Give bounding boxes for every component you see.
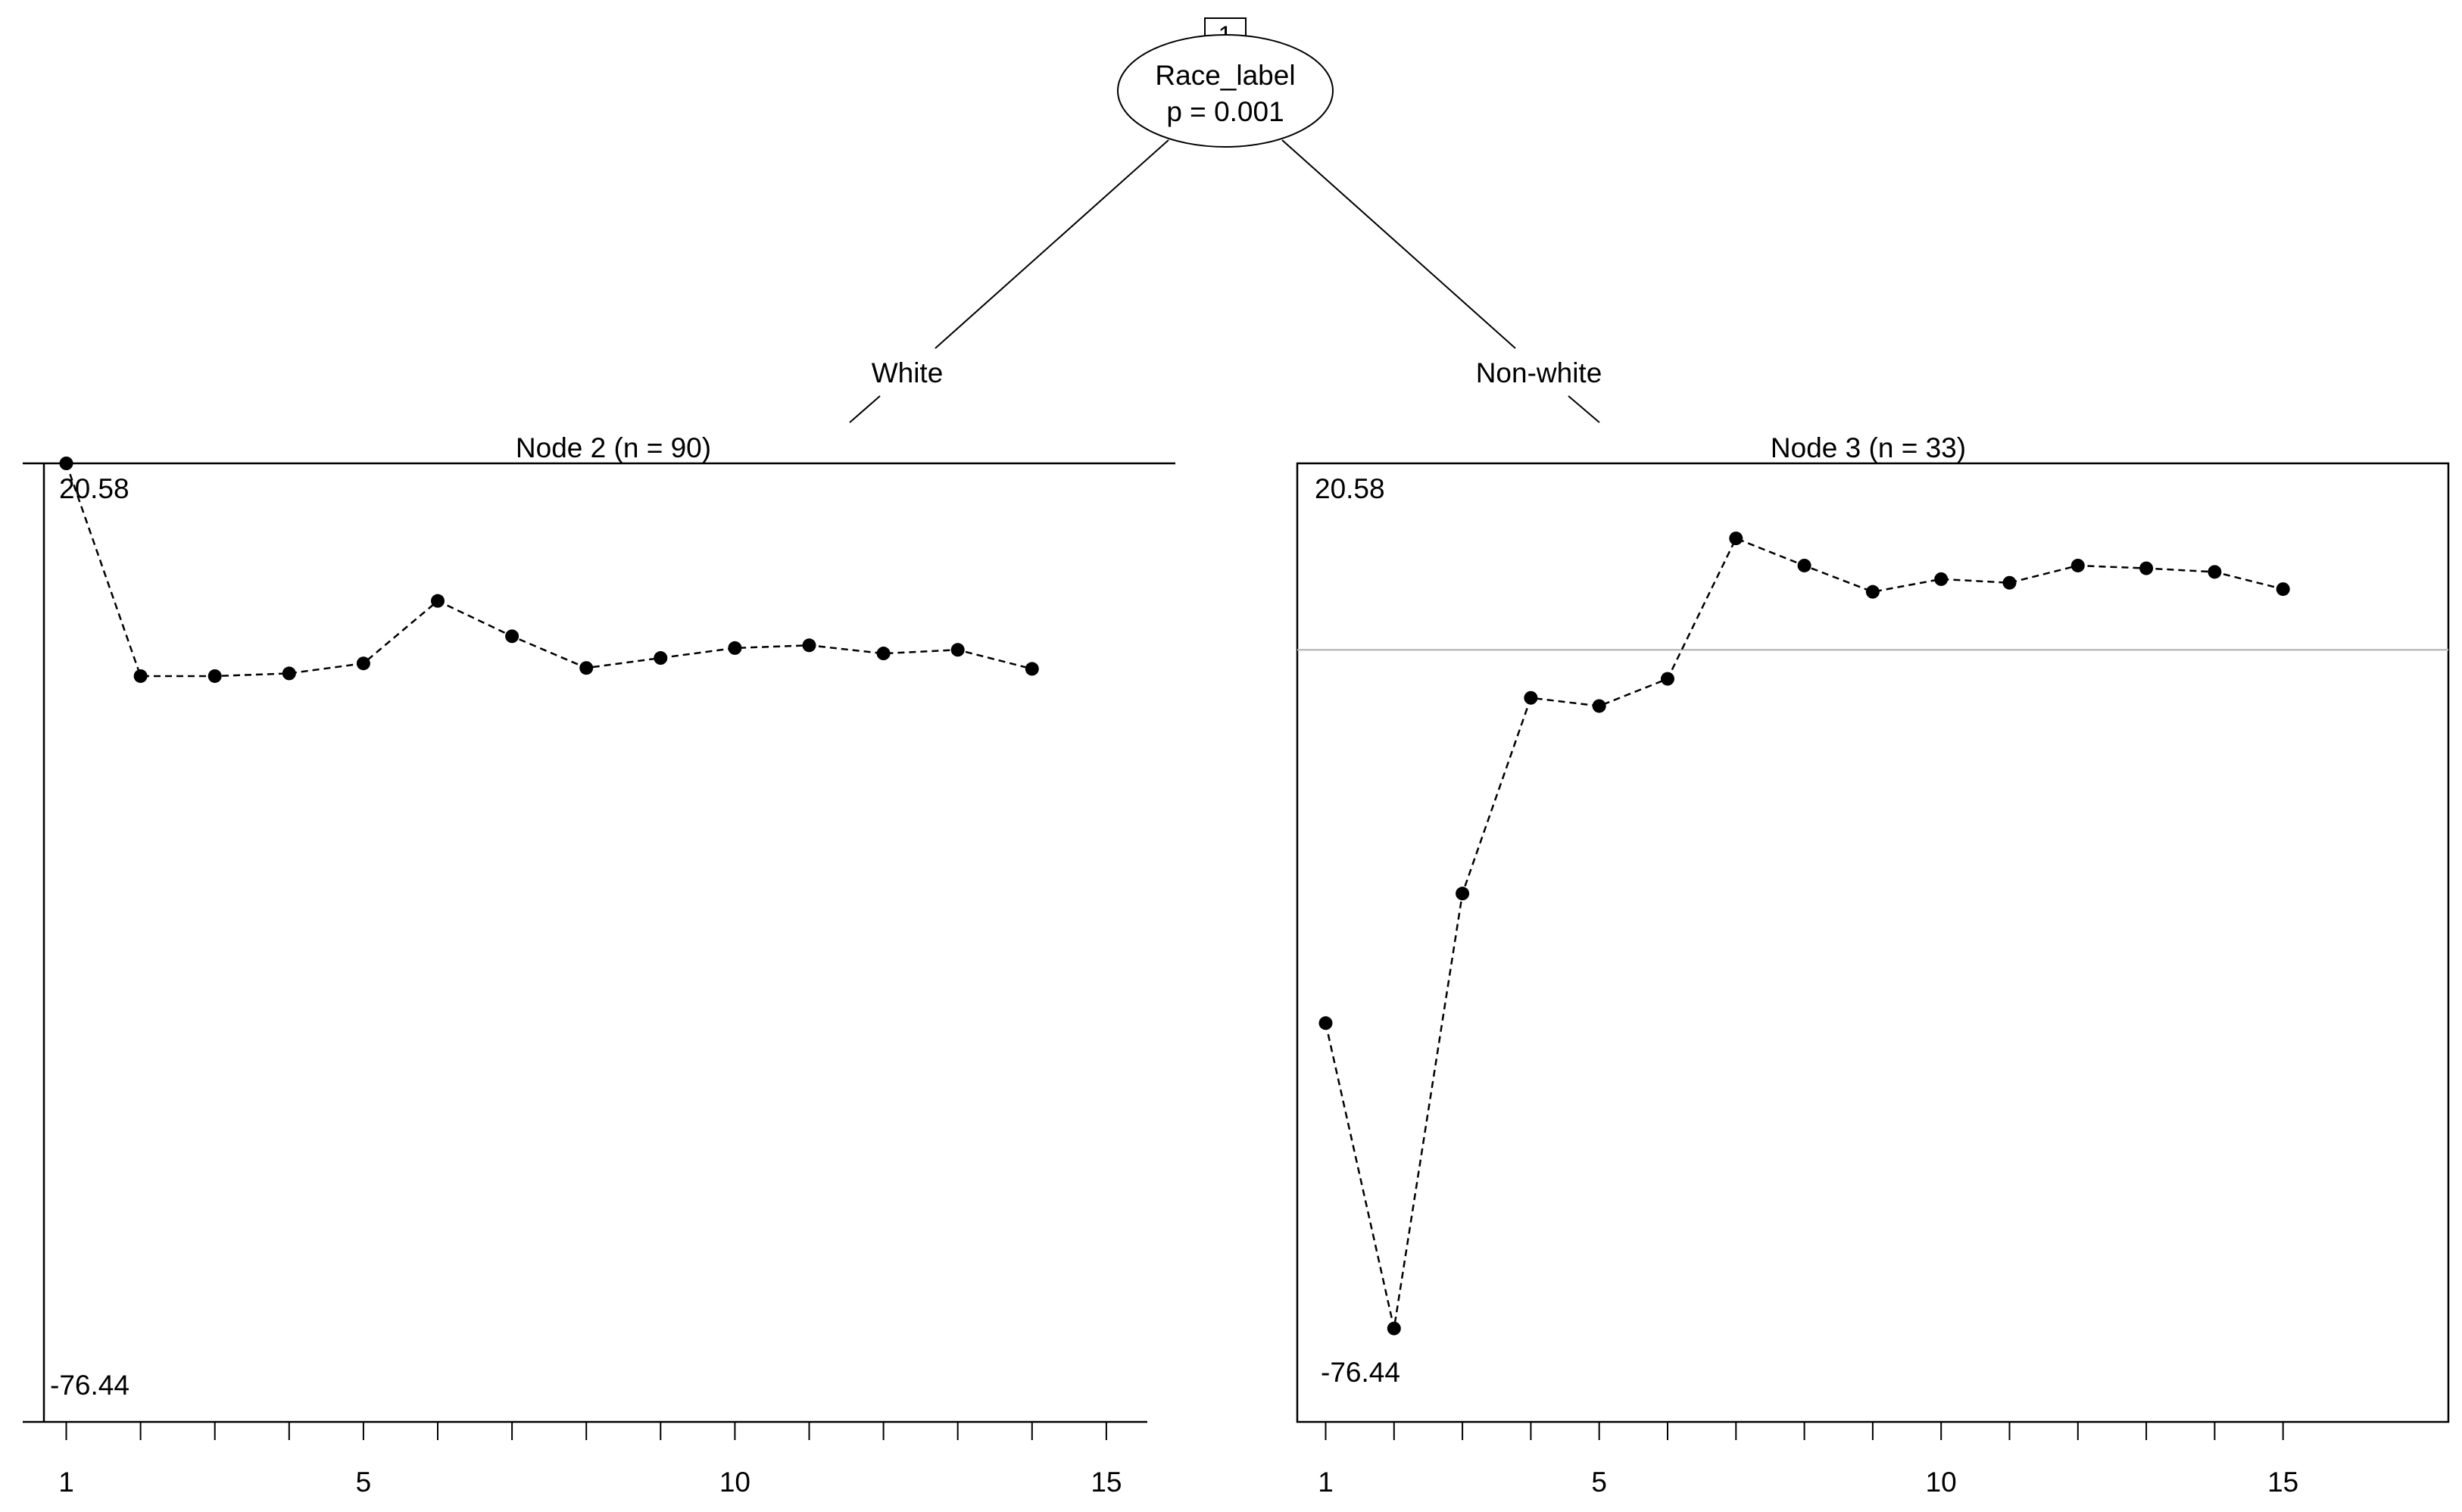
node-2-point-11: [802, 638, 816, 653]
node-2-point-6: [431, 594, 445, 608]
branch-label-left: White: [872, 357, 944, 388]
node-3-point-9: [1865, 585, 1880, 599]
node-2-xtick-label-5: 5: [356, 1467, 372, 1498]
edge-left-lower: [849, 395, 881, 423]
node-2-point-4: [282, 666, 296, 681]
node-2-title: Node 2 (n = 90): [516, 432, 711, 463]
edge-right-lower: [1568, 395, 1600, 423]
node-2-xtick-label-1: 1: [58, 1467, 74, 1498]
node-3-point-11: [2002, 575, 2017, 590]
node-3-point-5: [1592, 699, 1606, 713]
node-3-point-12: [2070, 558, 2085, 572]
node-3-point-2: [1387, 1321, 1401, 1336]
node-2-point-12: [876, 647, 891, 661]
node-2-point-14: [1025, 662, 1039, 676]
edge-right-upper: [1281, 139, 1516, 349]
node-3-point-4: [1524, 691, 1538, 705]
node-3-point-6: [1661, 672, 1674, 686]
node-2-point-9: [654, 651, 668, 666]
root-split-variable: Race_label: [1155, 60, 1295, 91]
node-2-point-1: [59, 457, 73, 470]
node-3-point-1: [1318, 1016, 1333, 1030]
node-3-point-10: [1934, 572, 1949, 586]
node-2-ytick-label-top: 20.58: [59, 473, 129, 504]
node-3-ytick-label-top: 20.58: [1315, 473, 1385, 504]
node-3-point-7: [1729, 532, 1743, 546]
node-3-point-3: [1456, 887, 1470, 901]
node-3-series-line: [1325, 537, 2284, 1329]
edge-left-upper: [935, 139, 1169, 349]
node-3-point-14: [2208, 565, 2222, 579]
node-3-point-13: [2139, 561, 2154, 575]
node-2-point-8: [579, 661, 594, 675]
node-2-series-line: [65, 463, 1033, 678]
root-p-value: p = 0.001: [1166, 96, 1284, 127]
node-2-point-3: [208, 669, 222, 683]
tree-edges: White Non-white: [849, 139, 1602, 423]
node-2-xtick-label-10: 10: [719, 1467, 750, 1498]
node-3-panel: Node 3 (n = 33)20.58-76.441 5 10 15: [1296, 432, 2450, 1498]
node-3-ytick-label-bottom: -76.44: [1321, 1357, 1400, 1388]
root-node-ellipse: [1117, 34, 1334, 148]
node-3-xtick-label-10: 10: [1926, 1467, 1957, 1498]
node-3-frame: [1296, 462, 2450, 1423]
node-2-point-13: [950, 643, 965, 657]
node-3-title: Node 3 (n = 33): [1771, 432, 1966, 463]
node-3-point-15: [2276, 582, 2290, 597]
node-3-xtick-label-1: 1: [1318, 1467, 1334, 1498]
node-2-point-5: [356, 656, 370, 671]
node-3-xtick-label-5: 5: [1591, 1467, 1607, 1498]
root-node: 1 Race_label p = 0.001: [1117, 17, 1334, 148]
node-2-panel: Node 2 (n = 90)20.58-76.441 5 10 15: [23, 432, 1175, 1498]
branch-label-right: Non-white: [1476, 357, 1602, 388]
node-2-xtick-label-15: 15: [1091, 1467, 1122, 1498]
node-2-point-7: [505, 629, 520, 644]
node-3-xtick-label-15: 15: [2267, 1467, 2298, 1498]
node-2-point-10: [728, 641, 742, 655]
node-2-ytick-label-bottom: -76.44: [50, 1370, 129, 1401]
node-3-point-8: [1797, 558, 1811, 572]
node-2-point-2: [133, 669, 148, 683]
